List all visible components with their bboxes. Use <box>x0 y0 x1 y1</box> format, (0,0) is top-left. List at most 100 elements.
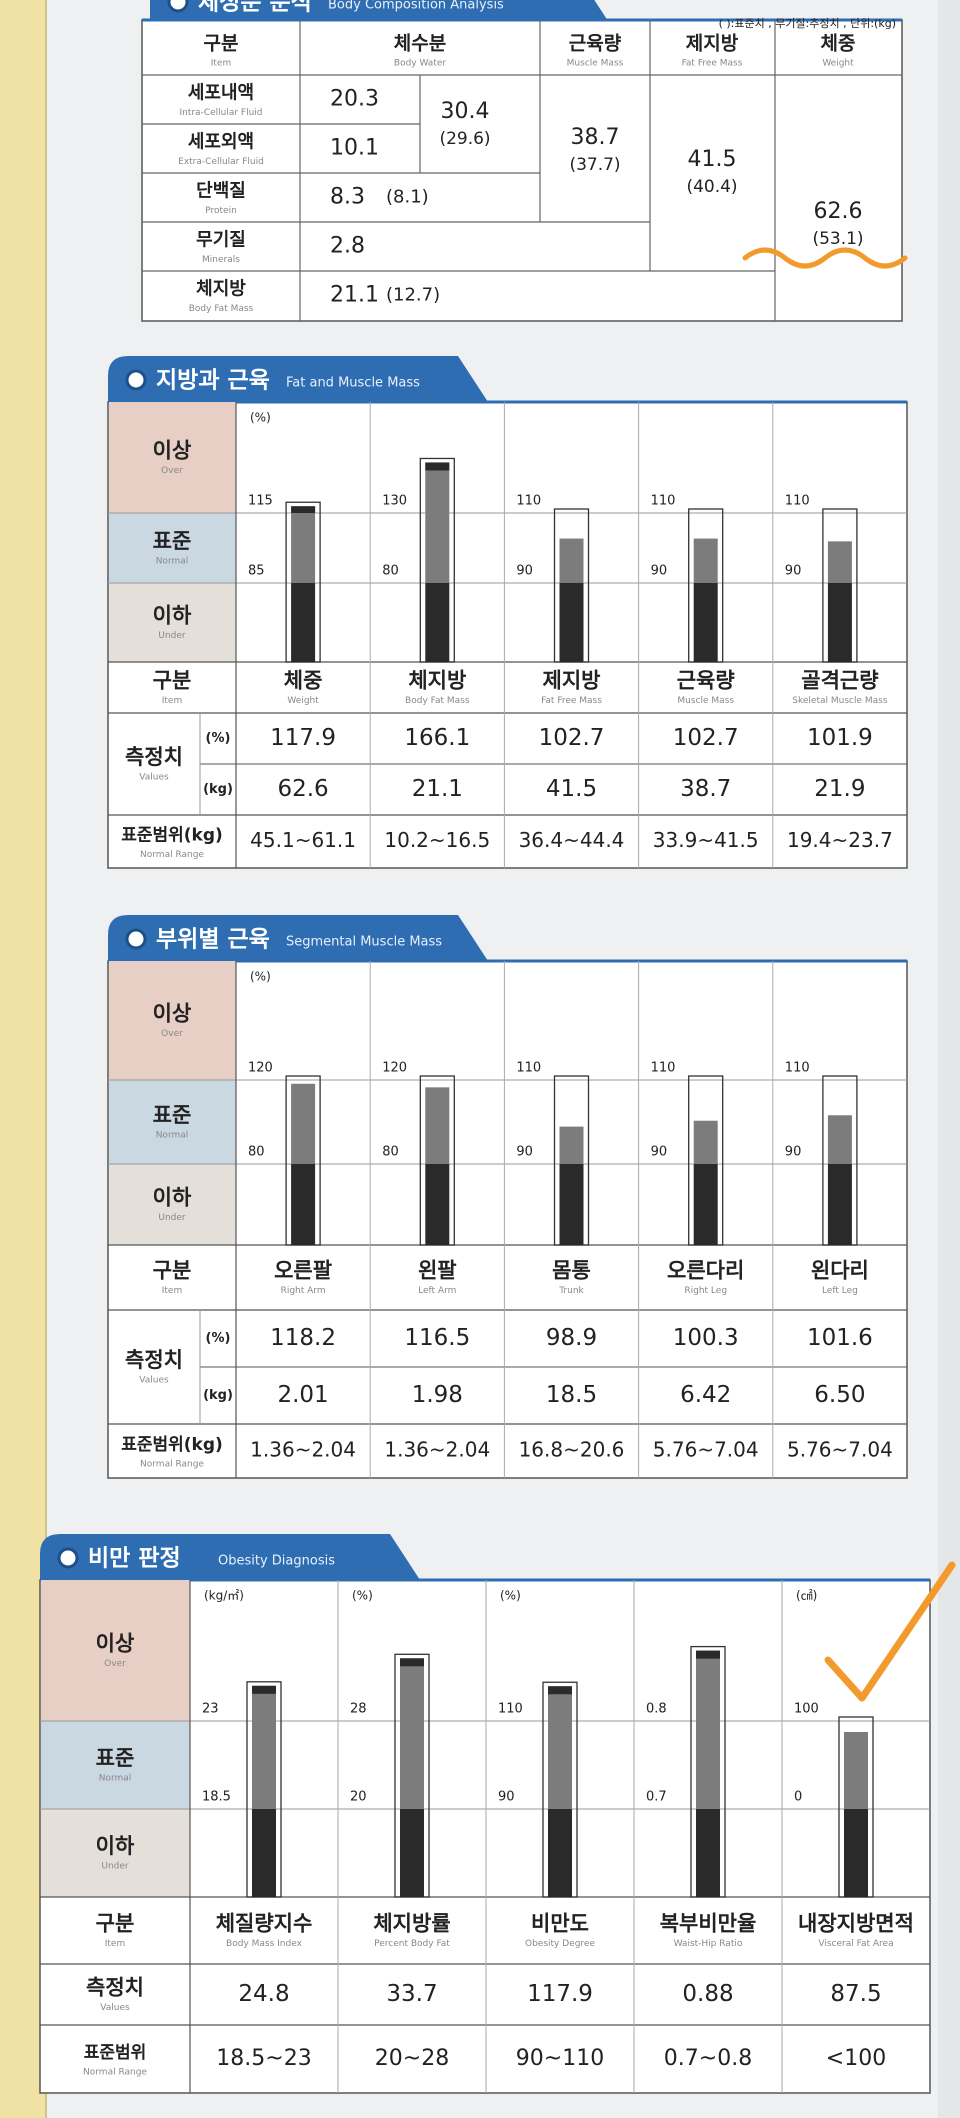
label-ko: 표준범위(kg) <box>121 826 223 846</box>
value-kg: 21.9 <box>814 776 865 802</box>
label-en: Fat Free Mass <box>682 59 743 69</box>
label-ko: 이하 <box>96 1834 135 1858</box>
label-en: Minerals <box>202 255 240 265</box>
value-unit: (%) <box>206 731 231 746</box>
label-en: Left Leg <box>822 1286 858 1296</box>
label-en: Visceral Fat Area <box>818 1939 893 1949</box>
threshold-low: 18.5 <box>202 1790 231 1805</box>
value-kg: 41.5 <box>546 776 597 802</box>
value-percent: 166.1 <box>404 725 470 751</box>
bar-base <box>696 1809 720 1897</box>
gauge-unit: (%) <box>250 411 271 425</box>
bar <box>548 1686 572 1809</box>
label-ko: 측정치 <box>86 1976 144 2000</box>
value: 87.5 <box>830 1981 881 2007</box>
section-title: 비만 판정 <box>88 1546 181 1572</box>
pen-squiggle <box>742 247 908 269</box>
label-en: Under <box>158 631 186 641</box>
content: 체성분 분석 Body Composition Analysis ( ):표준치 ,… <box>39 0 931 2094</box>
table-standard: (37.7) <box>569 155 620 175</box>
section-title-en: Fat and Muscle Mass <box>286 376 420 391</box>
zone-band <box>109 402 236 513</box>
label-ko: 체지방률 <box>373 1912 450 1936</box>
label-en: Percent Body Fat <box>374 1939 450 1949</box>
label-ko: 체중 <box>821 33 856 55</box>
normal-range: 33.9~41.5 <box>653 828 759 852</box>
gauge-unit: (kg/㎡) <box>204 1589 244 1603</box>
table-value: 10.1 <box>330 136 379 161</box>
paper-edge <box>0 0 46 2118</box>
normal-range: 36.4~44.4 <box>519 828 625 852</box>
value-kg: 2.01 <box>277 1382 328 1408</box>
value: 24.8 <box>238 1981 289 2007</box>
label-en: Over <box>104 1659 126 1669</box>
zone-band <box>109 513 236 583</box>
tab-bullet <box>125 369 147 391</box>
label-ko: 체질량지수 <box>216 1912 313 1936</box>
label-ko: 체지방 <box>408 669 466 693</box>
normal-range: 10.2~16.5 <box>384 828 490 852</box>
label-en: Body Water <box>394 59 446 69</box>
bar <box>400 1658 424 1809</box>
bar-base <box>425 583 450 662</box>
section-card <box>107 960 908 1479</box>
bar <box>696 1650 720 1809</box>
label-ko: 왼팔 <box>418 1259 457 1283</box>
bar-base <box>559 583 584 662</box>
zone-band <box>109 583 236 662</box>
label-ko: 이하 <box>153 1186 192 1210</box>
label-ko: 이상 <box>153 1002 192 1026</box>
threshold-high: 100 <box>794 1702 819 1717</box>
threshold-low: 0.7 <box>646 1790 667 1805</box>
pen-checkmark <box>824 1561 956 1702</box>
label-en: Item <box>211 59 232 69</box>
label-en: Body Fat Mass <box>405 696 470 706</box>
label-en: Under <box>101 1862 129 1872</box>
label-en: Values <box>139 773 169 783</box>
label-ko: 체지방 <box>196 279 246 300</box>
label-ko: 체중 <box>284 669 323 693</box>
label-ko: 근육량 <box>677 669 735 693</box>
label-en: Right Arm <box>281 1286 326 1296</box>
label-ko: 왼다리 <box>811 1259 869 1283</box>
label-en: Waist-Hip Ratio <box>674 1939 743 1949</box>
section-title-en: Segmental Muscle Mass <box>286 935 442 950</box>
gauge-unit: (㎠) <box>796 1589 817 1603</box>
section-title-en: Obesity Diagnosis <box>218 1554 335 1569</box>
value-percent: 116.5 <box>404 1325 470 1351</box>
threshold-low: 90 <box>516 564 533 579</box>
label-ko: 표준범위(kg) <box>121 1435 223 1455</box>
label-en: Normal Range <box>83 2068 147 2078</box>
label-ko: 무기질 <box>196 230 246 251</box>
label-ko: 비만도 <box>531 1912 589 1936</box>
gauge-unit: (%) <box>500 1589 521 1603</box>
normal-range: 20~28 <box>375 2046 449 2071</box>
threshold-high: 28 <box>350 1702 367 1717</box>
bar-base <box>559 1164 584 1245</box>
normal-range: 0.7~0.8 <box>664 2046 752 2071</box>
label-ko: 이상 <box>96 1632 135 1656</box>
label-en: Muscle Mass <box>567 59 624 69</box>
value-percent: 118.2 <box>270 1325 336 1351</box>
bar <box>693 1120 718 1164</box>
bar <box>252 1685 276 1809</box>
section-title-en: Body Composition Analysis <box>328 0 504 13</box>
label-en: Normal <box>156 1131 189 1141</box>
label-ko: 이하 <box>153 604 192 628</box>
threshold-high: 130 <box>382 494 407 509</box>
label-en: Weight <box>822 59 854 69</box>
bar <box>291 1083 316 1164</box>
normal-range: <100 <box>826 2046 886 2071</box>
value-kg: 21.1 <box>412 776 463 802</box>
table-value: 2.8 <box>330 234 365 259</box>
table-standard: (8.1) <box>386 187 429 208</box>
threshold-low: 90 <box>516 1145 533 1160</box>
paper-margin <box>938 0 960 2118</box>
threshold-low: 90 <box>651 1145 668 1160</box>
label-ko: 근육량 <box>569 33 622 55</box>
label-en: Intra-Cellular Fluid <box>179 108 262 118</box>
label-ko: 세포외액 <box>188 132 254 153</box>
value-unit: (kg) <box>203 782 233 797</box>
normal-range: 45.1~61.1 <box>250 828 356 852</box>
